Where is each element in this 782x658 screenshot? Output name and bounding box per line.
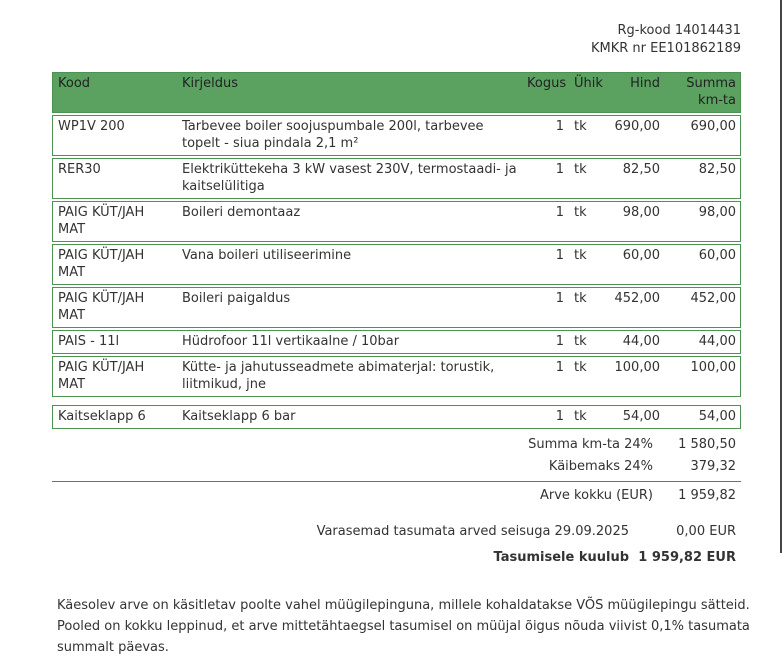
- table-row: PAIG KÜT/JAH MAT Boileri paigaldus 1 tk …: [52, 287, 741, 328]
- cell-yhik: tk: [574, 162, 587, 177]
- cell-kood: PAIG KÜT/JAH MAT: [58, 248, 145, 280]
- table-header-row: Kood Kirjeldus Kogus Ühik Hind Summa km-…: [52, 72, 741, 113]
- cell-kood: RER30: [58, 162, 101, 177]
- table-body: WP1V 200 Tarbevee boiler soojuspumbale 2…: [52, 115, 741, 429]
- column-header-kood: Kood: [58, 76, 91, 91]
- cell-summa: 60,00: [698, 248, 736, 263]
- cell-kogus: 1: [555, 205, 564, 220]
- cell-kirjeldus: Tarbevee boiler soojuspumbale 200l, tarb…: [182, 119, 484, 151]
- cell-kogus: 1: [555, 248, 564, 263]
- cell-kirjeldus: Hüdrofoor 11l vertikaalne / 10bar: [182, 334, 400, 349]
- cell-hind: 100,00: [614, 360, 661, 375]
- total-value: 1 959,82: [678, 488, 736, 503]
- registration-info: Rg-kood 14014431 KMKR nr EE101862189: [52, 22, 741, 58]
- cell-kogus: 1: [555, 409, 564, 424]
- cell-kood: PAIS - 11l: [58, 334, 120, 349]
- amount-due-value: 1 959,82 EUR: [638, 550, 736, 565]
- cell-hind: 82,50: [622, 162, 660, 177]
- vat-label: Käibemaks 24%: [548, 459, 653, 474]
- column-header-kirjeldus: Kirjeldus: [182, 76, 238, 91]
- cell-kogus: 1: [555, 162, 564, 177]
- cell-kood: Kaitseklapp 6: [58, 409, 146, 424]
- amount-due-row: Tasumisele kuulub 1 959,82 EUR: [52, 547, 741, 569]
- cell-summa: 690,00: [690, 119, 737, 134]
- cell-yhik: tk: [574, 409, 587, 424]
- cell-summa: 54,00: [698, 409, 736, 424]
- cell-kogus: 1: [555, 119, 564, 134]
- cell-yhik: tk: [574, 248, 587, 263]
- column-header-hind: Hind: [630, 76, 660, 91]
- kmkr-number-line: KMKR nr EE101862189: [590, 41, 741, 56]
- table-row: PAIG KÜT/JAH MAT Kütte- ja jahutusseadme…: [52, 356, 741, 397]
- cell-summa: 100,00: [690, 360, 737, 375]
- cell-kood: PAIG KÜT/JAH MAT: [58, 360, 145, 392]
- cell-kogus: 1: [555, 360, 564, 375]
- cell-kood: PAIG KÜT/JAH MAT: [58, 291, 145, 323]
- cell-hind: 60,00: [622, 248, 660, 263]
- table-row: PAIG KÜT/JAH MAT Vana boileri utiliseeri…: [52, 244, 741, 285]
- cell-yhik: tk: [574, 360, 587, 375]
- window-right-edge: [780, 0, 782, 553]
- cell-hind: 44,00: [622, 334, 660, 349]
- cell-summa: 44,00: [698, 334, 736, 349]
- cell-summa: 98,00: [698, 205, 736, 220]
- column-header-yhik: Ühik: [574, 76, 603, 91]
- terms-text: Käesolev arve on käsitletav poolte vahel…: [52, 595, 752, 658]
- summary-divider: [52, 481, 741, 482]
- summary-total-row: Arve kokku (EUR) 1 959,82: [52, 485, 741, 507]
- subtotal-value: 1 580,50: [678, 437, 736, 452]
- cell-kirjeldus: Vana boileri utiliseerimine: [182, 248, 352, 263]
- cell-summa: 452,00: [690, 291, 737, 306]
- cell-kirjeldus: Kütte- ja jahutusseadmete abimaterjal: t…: [182, 360, 495, 392]
- invoice-table: Kood Kirjeldus Kogus Ühik Hind Summa km-…: [52, 72, 741, 429]
- cell-kirjeldus: Kaitseklapp 6 bar: [182, 409, 296, 424]
- cell-kogus: 1: [555, 291, 564, 306]
- cell-hind: 452,00: [614, 291, 661, 306]
- table-row: RER30 Elektriküttekeha 3 kW vasest 230V,…: [52, 158, 741, 199]
- previous-unpaid-label: Varasemad tasumata arved seisuga 29.09.2…: [316, 524, 629, 539]
- cell-kogus: 1: [555, 334, 564, 349]
- column-header-summa-km-ta: Summa km-ta: [686, 76, 736, 108]
- subtotal-label: Summa km-ta 24%: [528, 437, 653, 452]
- cell-kirjeldus: Boileri paigaldus: [182, 291, 291, 306]
- table-row: PAIS - 11l Hüdrofoor 11l vertikaalne / 1…: [52, 330, 741, 354]
- cell-hind: 690,00: [614, 119, 661, 134]
- invoice-summary: Summa km-ta 24% 1 580,50 Käibemaks 24% 3…: [52, 434, 741, 569]
- terms-line-2: Pooled on kokku leppinud, et arve mittet…: [57, 619, 750, 655]
- vat-value: 379,32: [690, 459, 737, 474]
- amount-due-label: Tasumisele kuulub: [493, 550, 629, 565]
- table-row: WP1V 200 Tarbevee boiler soojuspumbale 2…: [52, 115, 741, 156]
- cell-yhik: tk: [574, 205, 587, 220]
- cell-kood: PAIG KÜT/JAH MAT: [58, 205, 145, 237]
- cell-kood: WP1V 200: [58, 119, 125, 134]
- cell-yhik: tk: [574, 334, 587, 349]
- cell-yhik: tk: [574, 119, 587, 134]
- cell-yhik: tk: [574, 291, 587, 306]
- previous-unpaid-row: Varasemad tasumata arved seisuga 29.09.2…: [52, 521, 741, 543]
- terms-line-1: Käesolev arve on käsitletav poolte vahel…: [57, 598, 750, 613]
- column-header-kogus: Kogus: [527, 76, 567, 91]
- previous-unpaid-value: 0,00 EUR: [676, 524, 736, 539]
- summary-vat-row: Käibemaks 24% 379,32: [52, 456, 741, 478]
- total-label: Arve kokku (EUR): [539, 488, 653, 503]
- cell-hind: 54,00: [622, 409, 660, 424]
- rg-kood-line: Rg-kood 14014431: [617, 23, 742, 38]
- cell-kirjeldus: Boileri demontaaz: [182, 205, 301, 220]
- table-row: Kaitseklapp 6 Kaitseklapp 6 bar 1 tk 54,…: [52, 405, 741, 429]
- cell-kirjeldus: Elektriküttekeha 3 kW vasest 230V, termo…: [182, 162, 517, 194]
- summary-subtotal-row: Summa km-ta 24% 1 580,50: [52, 434, 741, 456]
- cell-summa: 82,50: [698, 162, 736, 177]
- cell-hind: 98,00: [622, 205, 660, 220]
- table-row: PAIG KÜT/JAH MAT Boileri demontaaz 1 tk …: [52, 201, 741, 242]
